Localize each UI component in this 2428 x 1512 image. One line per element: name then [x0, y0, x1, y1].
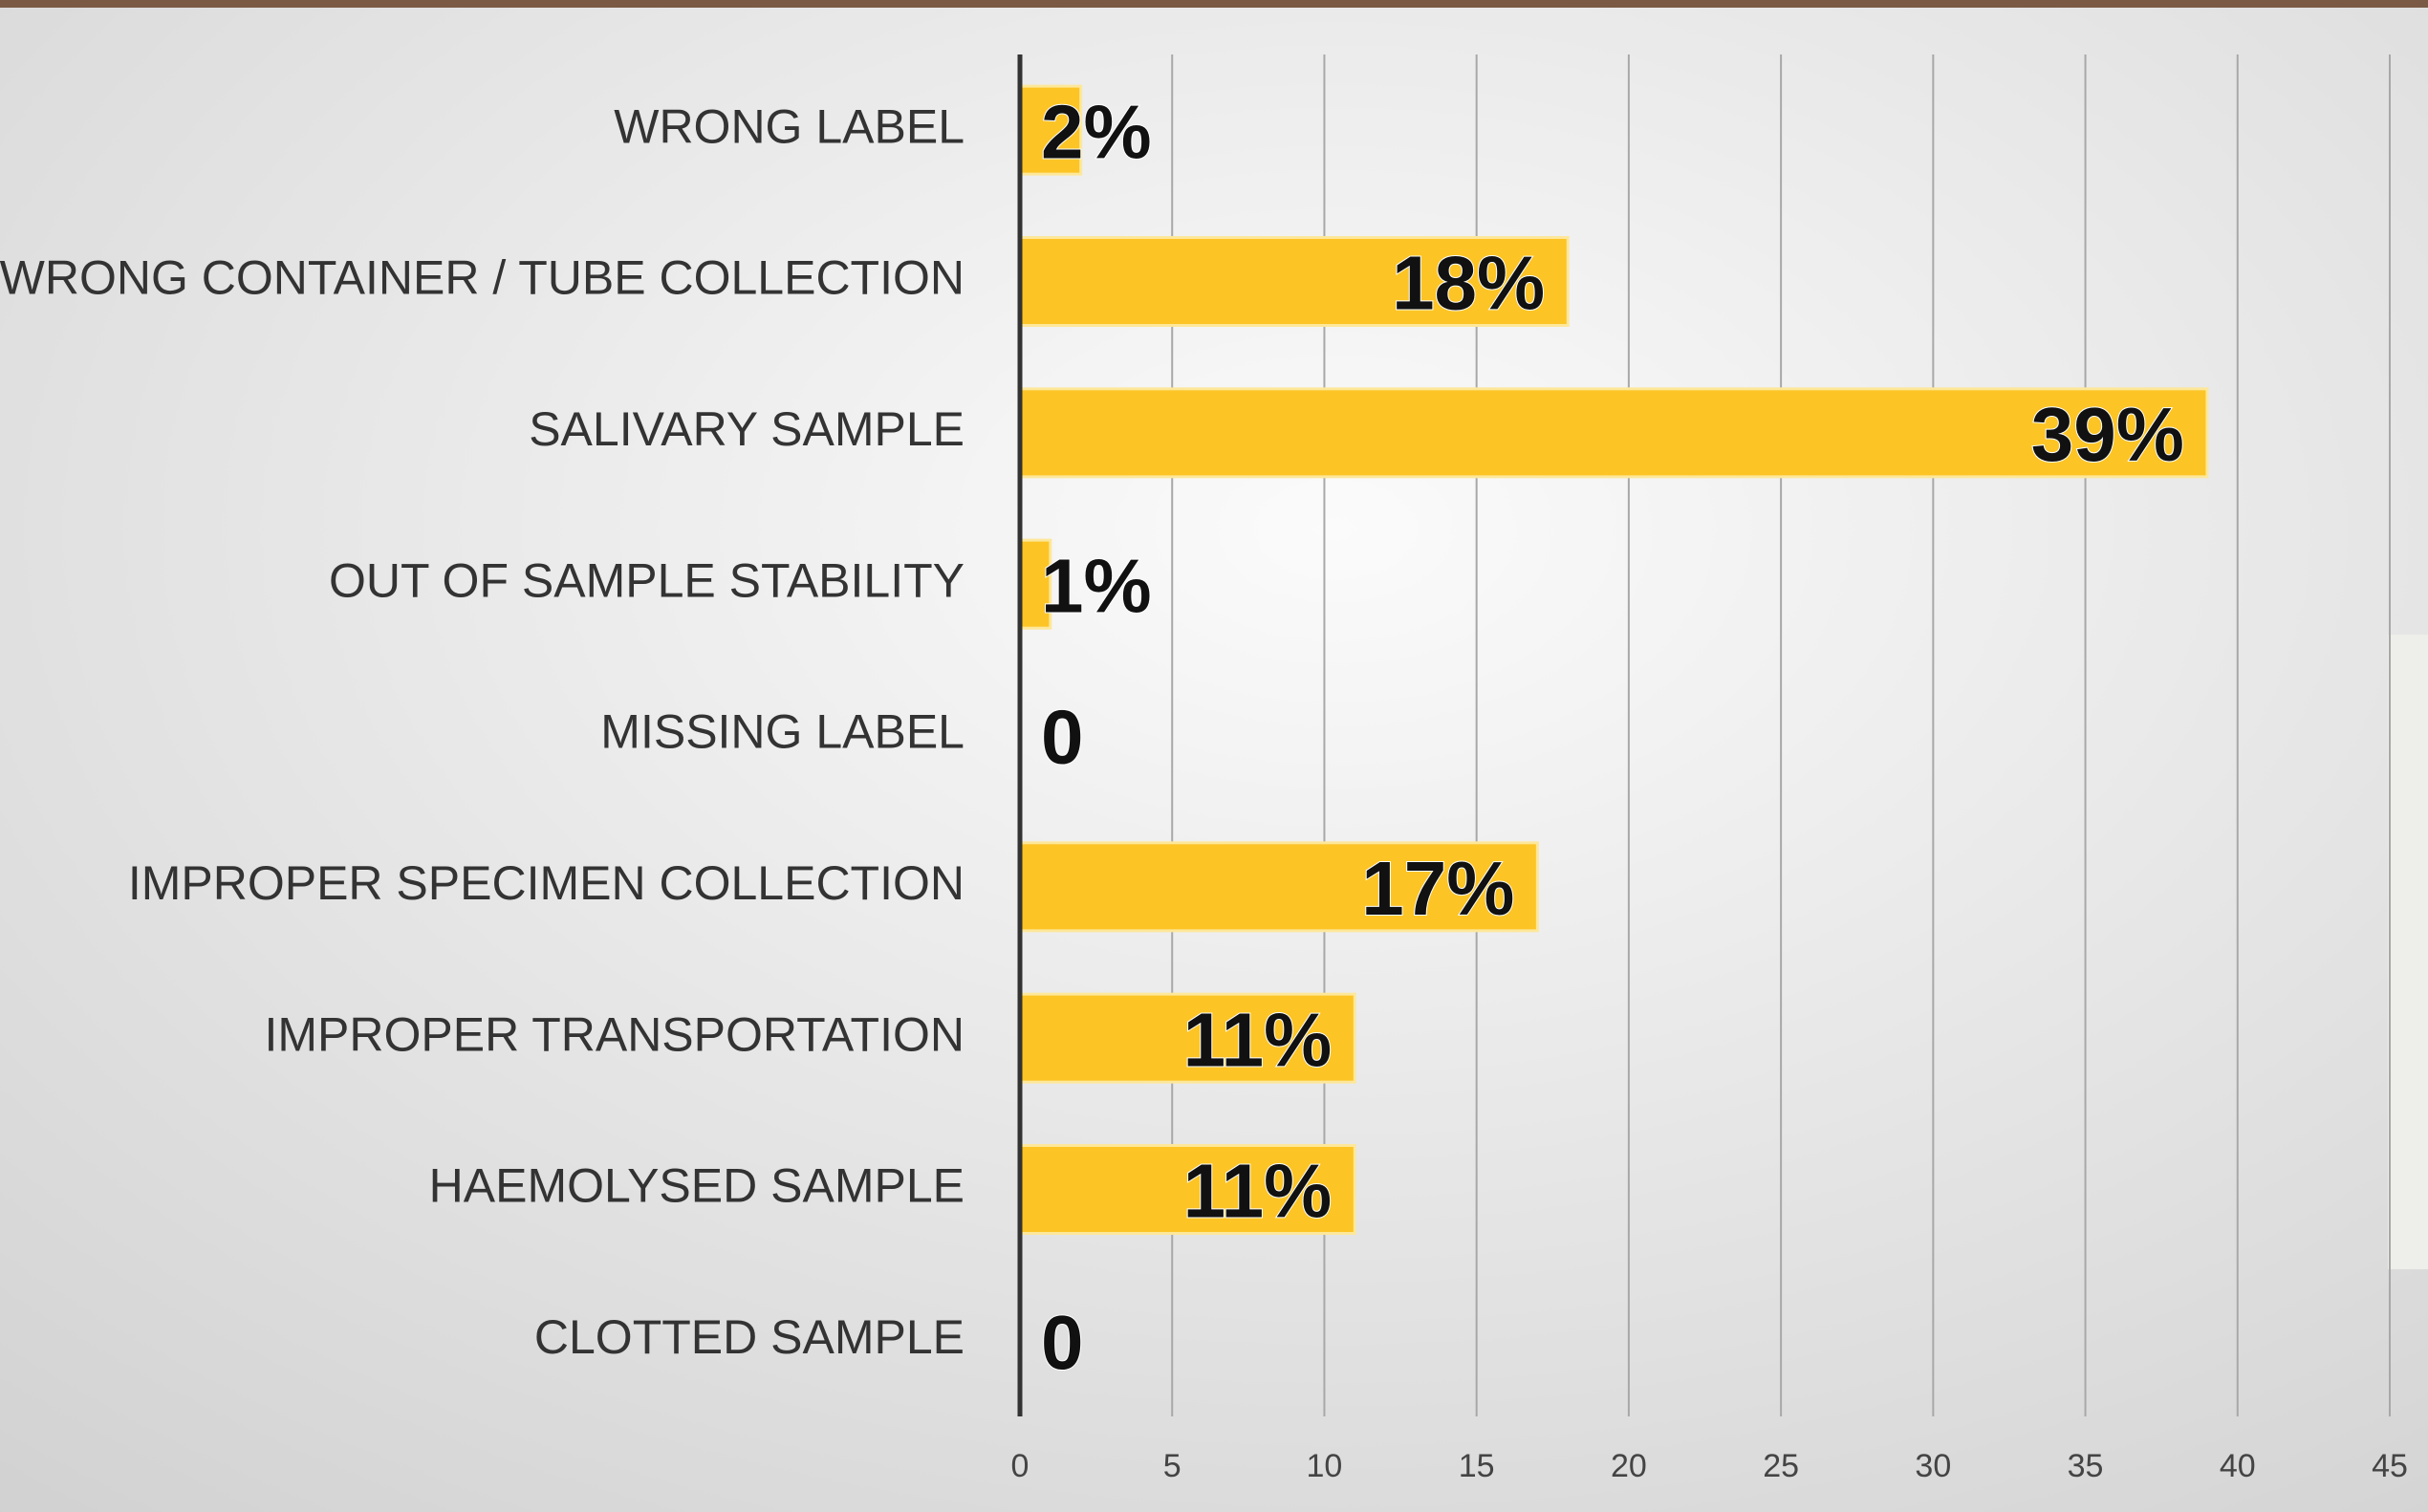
- x-tick-label: 0: [1011, 1448, 1030, 1484]
- y-tick-label: HAEMOLYSED SAMPLE: [429, 1159, 965, 1213]
- bar: [1020, 389, 2207, 477]
- y-tick-label: WRONG CONTAINER / TUBE COLLECTION: [0, 251, 965, 305]
- value-label: 18%: [1392, 241, 1545, 326]
- top-border: [0, 0, 2428, 8]
- x-tick-label: 30: [1915, 1448, 1951, 1484]
- value-label: 0: [1041, 1300, 1084, 1385]
- x-tick-label: 35: [2068, 1448, 2104, 1484]
- y-tick-label: MISSING LABEL: [600, 705, 965, 759]
- side-image: [2388, 635, 2428, 1269]
- value-label: 17%: [1361, 846, 1514, 931]
- value-label: 1%: [1041, 543, 1152, 628]
- y-tick-label: IMPROPER TRANSPORTATION: [265, 1007, 965, 1061]
- x-tick-label: 40: [2220, 1448, 2256, 1484]
- y-tick-label: OUT OF SAMPLE STABILITY: [329, 553, 965, 607]
- x-tick-label: 25: [1763, 1448, 1799, 1484]
- x-tick-label: 15: [1459, 1448, 1495, 1484]
- y-tick-label: SALIVARY SAMPLE: [529, 402, 965, 456]
- value-label: 2%: [1041, 89, 1152, 174]
- value-label: 0: [1041, 695, 1084, 780]
- background: [0, 0, 2428, 1512]
- y-tick-label: CLOTTED SAMPLE: [534, 1310, 965, 1364]
- x-tick-label: 45: [2372, 1448, 2408, 1484]
- value-label: 11%: [1183, 997, 1333, 1082]
- value-label: 39%: [2031, 392, 2184, 477]
- x-tick-label: 5: [1163, 1448, 1181, 1484]
- y-tick-label: WRONG LABEL: [614, 99, 965, 153]
- value-label: 11%: [1183, 1149, 1333, 1234]
- x-tick-label: 10: [1307, 1448, 1343, 1484]
- x-tick-label: 20: [1611, 1448, 1647, 1484]
- chart: 0 5 10 15 20 25 30 35 40 45 WRONG LABEL 2% WRONG CON…: [0, 0, 2428, 1512]
- y-tick-label: IMPROPER SPECIMEN COLLECTION: [128, 856, 965, 910]
- page: 0 5 10 15 20 25 30 35 40 45 WRONG LABEL 2% WRONG CON…: [0, 0, 2428, 1512]
